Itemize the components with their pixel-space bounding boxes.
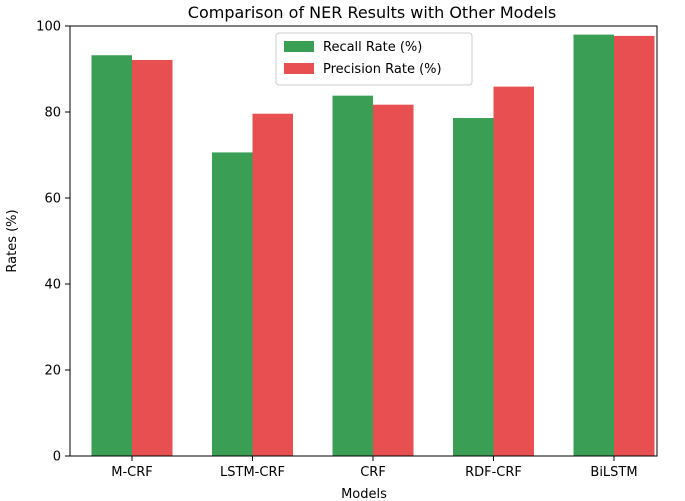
x-tick-label: RDF-CRF (465, 465, 522, 480)
bar-bilstm-recall (573, 34, 614, 456)
legend-swatch (284, 63, 314, 74)
y-tick-label: 0 (53, 450, 61, 465)
bar-m-crf-precision (132, 59, 173, 456)
legend-swatch (284, 41, 314, 52)
bar-m-crf-recall (91, 55, 132, 457)
legend-frame (275, 32, 473, 86)
bar-bilstm-precision (614, 35, 655, 456)
bar-crf-precision (373, 104, 414, 456)
bar-rdf-crf-recall (453, 118, 494, 457)
y-tick-label: 80 (44, 106, 61, 121)
x-tick-label: BiLSTM (590, 465, 637, 480)
y-tick-label: 20 (44, 364, 61, 379)
y-axis-title: Rates (%) (5, 209, 20, 272)
bars-group (91, 34, 655, 457)
plot-frame (69, 25, 658, 457)
legend-label: Precision Rate (%) (323, 62, 442, 77)
x-tick-label: CRF (360, 465, 386, 480)
y-tick-label: 100 (36, 20, 61, 35)
x-axis-title: Models (341, 487, 387, 501)
y-axis: 0 20 40 60 80 100 (36, 20, 70, 465)
y-tick-label: 40 (44, 278, 61, 293)
y-tick-label: 60 (44, 192, 61, 207)
bar-lstm-crf-precision (252, 113, 293, 456)
legend-label: Recall Rate (%) (323, 40, 422, 55)
chart-title: Comparison of NER Results with Other Mod… (188, 3, 556, 22)
legend: Recall Rate (%) Precision Rate (%) (275, 32, 473, 86)
bar-lstm-crf-recall (212, 152, 253, 457)
x-tick-label: LSTM-CRF (220, 465, 285, 480)
bar-rdf-crf-precision (493, 86, 534, 456)
bar-crf-recall (332, 95, 373, 456)
x-tick-label: M-CRF (111, 465, 153, 480)
x-axis: M-CRF LSTM-CRF CRF RDF-CRF BiLSTM (111, 456, 638, 480)
